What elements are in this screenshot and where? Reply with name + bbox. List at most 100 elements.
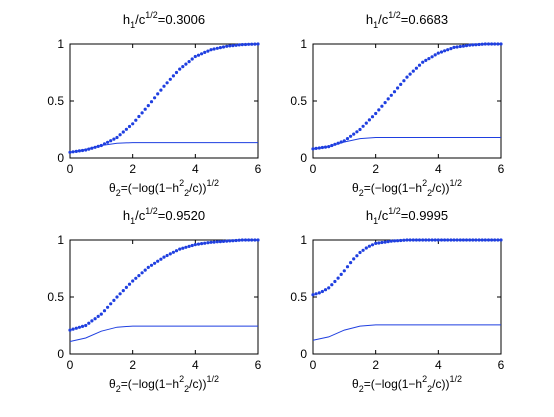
series-point-dotted — [333, 279, 337, 284]
series-point-dotted — [414, 238, 418, 242]
series-point-dotted — [421, 238, 425, 242]
y-tick-label: 0.5 — [290, 290, 307, 304]
series-point-dotted — [364, 121, 368, 125]
series-point-dotted — [477, 238, 481, 242]
series-point-dotted — [405, 75, 409, 79]
series-point-dotted — [215, 46, 219, 50]
series-point-dotted — [323, 288, 328, 292]
series-point-dotted — [436, 238, 440, 242]
series-point-dotted — [218, 240, 222, 244]
series-point-dotted — [352, 257, 356, 261]
series-point-dotted — [411, 238, 415, 242]
series-point-dotted — [256, 42, 260, 46]
series-point-dotted — [490, 238, 494, 242]
series-point-dotted — [209, 48, 213, 52]
series-point-dotted — [131, 122, 135, 126]
series-point-dotted — [496, 238, 500, 242]
series-point-dotted — [165, 81, 169, 85]
series-line-solid — [312, 137, 501, 150]
series-point-dotted — [200, 52, 204, 56]
panel-title: h1/c1/2=0.9520 — [123, 206, 205, 226]
series-point-dotted — [461, 44, 465, 48]
x-tick-label: 6 — [255, 358, 262, 372]
series-point-dotted — [486, 238, 491, 242]
series-point-dotted — [115, 135, 119, 140]
y-tick-label: 0 — [300, 347, 307, 361]
x-axis-label: θ2=(−log(1−h22/c))1/2 — [109, 374, 219, 394]
series-point-dotted — [345, 137, 350, 141]
series-point-dotted — [339, 272, 343, 276]
series-point-dotted — [209, 240, 213, 244]
series-point-dotted — [137, 274, 141, 278]
series-point-dotted — [228, 239, 232, 243]
series-point-dotted — [90, 319, 94, 323]
series-point-dotted — [153, 96, 157, 100]
series-point-dotted — [221, 45, 226, 49]
series-point-dotted — [455, 45, 459, 49]
series-point-dotted — [193, 243, 197, 247]
series-point-dotted — [499, 42, 503, 46]
series-point-dotted — [461, 238, 465, 242]
series-point-dotted — [68, 328, 72, 332]
series-point-dotted — [396, 239, 400, 243]
series-point-dotted — [402, 238, 406, 242]
x-axis-label: θ2=(−log(1−h22/c))1/2 — [109, 178, 219, 198]
series-point-dotted — [146, 104, 150, 108]
series-point-dotted — [171, 250, 175, 254]
series-point-dotted — [178, 67, 182, 71]
series-point-dotted — [424, 238, 428, 242]
series-point-dotted — [181, 65, 185, 69]
series-point-dotted — [389, 93, 393, 97]
series-point-dotted — [203, 50, 207, 55]
x-tick-label: 0 — [67, 358, 74, 372]
x-axis-label: θ2=(−log(1−h22/c))1/2 — [352, 178, 462, 198]
series-point-dotted — [149, 100, 154, 104]
series-point-dotted — [355, 130, 359, 134]
series-point-dotted — [427, 238, 431, 242]
series-point-dotted — [162, 84, 166, 88]
series-point-dotted — [159, 257, 163, 261]
series-point-dotted — [358, 127, 362, 132]
series-point-dotted — [468, 238, 472, 242]
series-point-dotted — [455, 238, 459, 242]
series-point-dotted — [146, 265, 150, 269]
series-point-dotted — [355, 254, 359, 258]
series-point-dotted — [237, 238, 241, 242]
series-point-dotted — [143, 107, 147, 111]
series-point-dotted — [386, 97, 390, 101]
x-tick-label: 4 — [192, 358, 199, 372]
series-point-dotted — [131, 279, 135, 283]
series-point-dotted — [140, 111, 144, 115]
x-tick-label: 2 — [372, 162, 379, 176]
series-point-dotted — [320, 289, 324, 294]
series-point-dotted — [121, 289, 125, 293]
series-point-dotted — [234, 43, 238, 47]
series-point-dotted — [417, 238, 422, 242]
x-tick-label: 0 — [310, 358, 317, 372]
series-point-dotted — [399, 238, 403, 243]
series-point-dotted — [96, 314, 100, 318]
series-point-dotted — [124, 127, 128, 131]
series-point-dotted — [156, 92, 160, 96]
series-point-dotted — [134, 118, 138, 122]
series-point-dotted — [106, 140, 110, 144]
x-tick-label: 6 — [498, 162, 505, 176]
series-point-dotted — [468, 43, 472, 47]
series-point-dotted — [383, 101, 387, 105]
series-point-dotted — [377, 241, 381, 245]
series-point-dotted — [159, 88, 163, 92]
series-point-dotted — [358, 250, 362, 255]
series-point-dotted — [134, 276, 138, 280]
y-tick-label: 0.5 — [47, 290, 64, 304]
panel-title: h1/c1/2=0.6683 — [366, 10, 448, 30]
series-point-dotted — [405, 238, 409, 242]
series-line-solid — [69, 142, 258, 153]
series-point-dotted — [374, 111, 378, 116]
series-point-dotted — [215, 240, 219, 244]
series-point-dotted — [396, 86, 400, 90]
series-point-dotted — [212, 47, 216, 51]
series-point-dotted — [361, 124, 365, 128]
series-point-dotted — [243, 42, 248, 47]
series-point-dotted — [408, 238, 412, 242]
series-point-dotted — [102, 309, 107, 313]
